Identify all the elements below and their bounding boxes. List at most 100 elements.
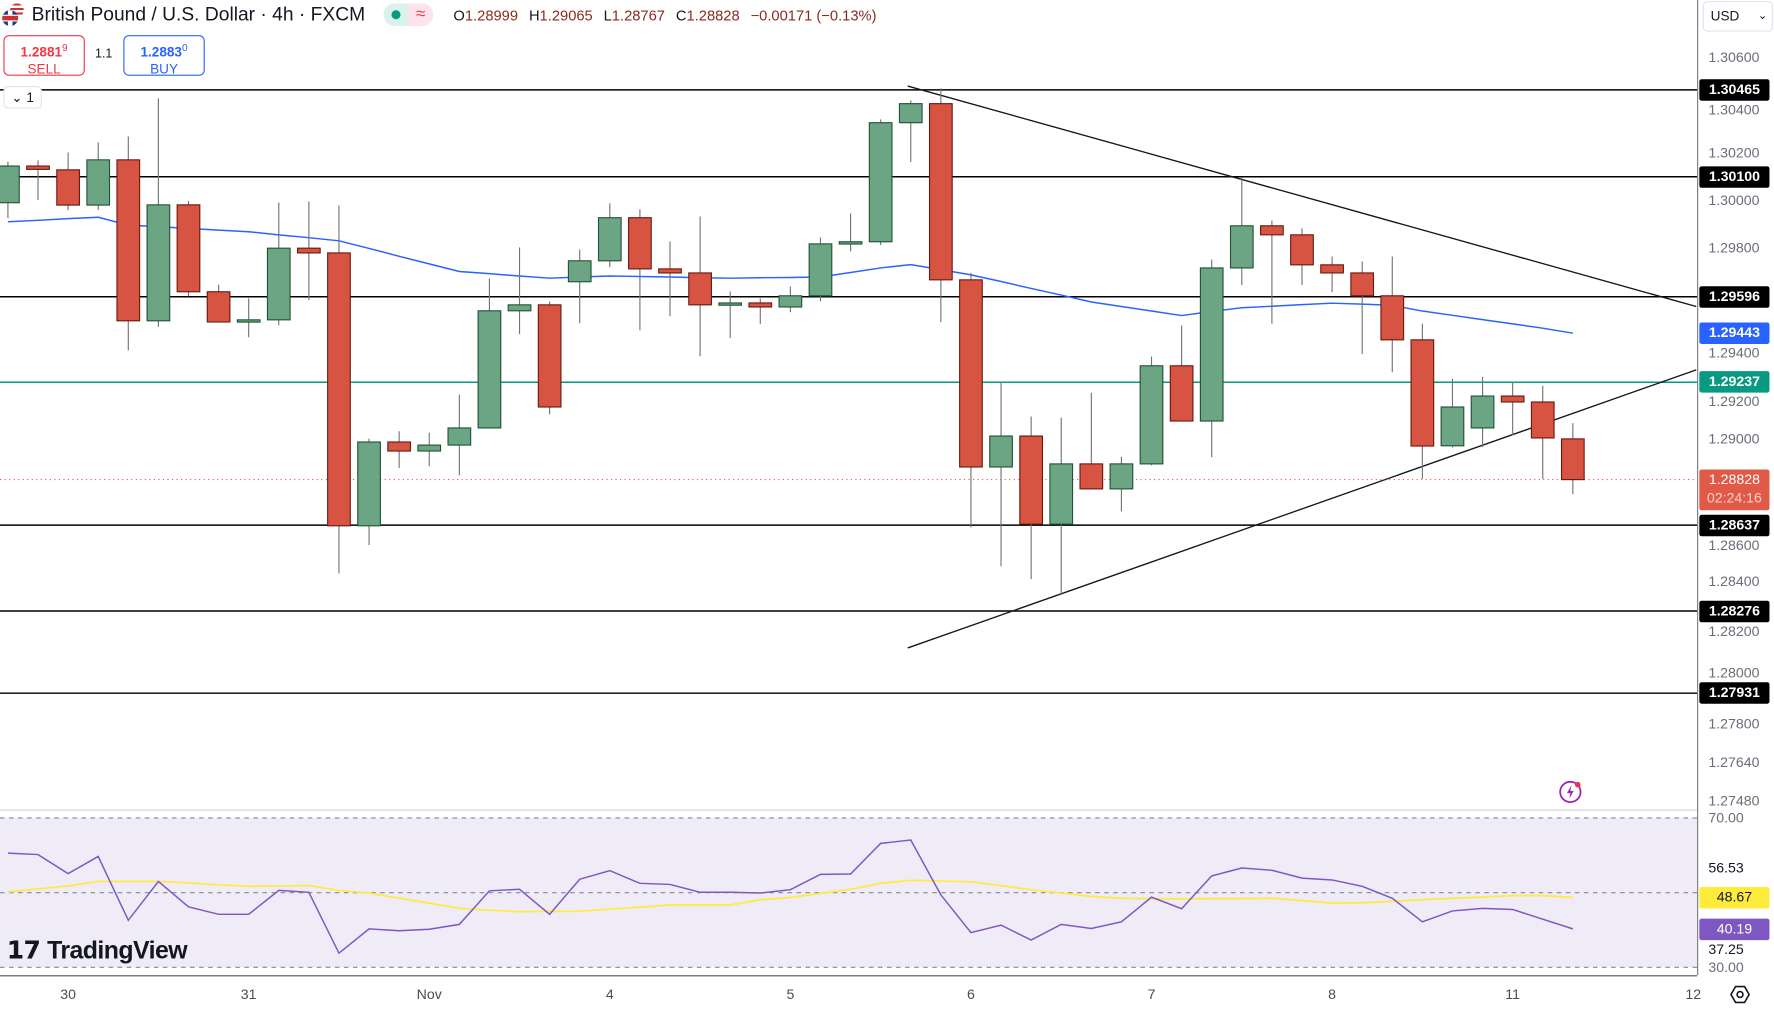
candle-body-up (808, 243, 833, 297)
current-price-value: 1.28828 (1708, 471, 1760, 488)
time-axis[interactable]: 30 31 Nov 4 5 6 7 8 11 12 (0, 975, 1701, 1010)
buy-price: 1.2883 (140, 44, 182, 60)
candle (296, 201, 321, 301)
buy-button[interactable]: 1.28830 BUY (123, 35, 205, 77)
candle (26, 160, 50, 201)
candle-body-down (1350, 272, 1375, 297)
spread-value: 1.1 (95, 47, 113, 62)
candle-body-up (236, 319, 261, 323)
rsi-tick-label: 70.00 (1708, 810, 1744, 826)
candle-body-up (1440, 406, 1465, 447)
level-price-label: 1.29596 (1699, 285, 1770, 308)
candle-body-down (1410, 339, 1435, 447)
rsi-value-label: 40.19 (1699, 918, 1770, 941)
change-value: −0.00171 (−0.13%) (750, 6, 877, 24)
time-tick-label: 11 (1505, 986, 1521, 1003)
candle (1440, 378, 1465, 448)
candle-body-down (387, 441, 412, 452)
candle-body-up (447, 427, 472, 446)
currency-selector[interactable]: USD ⌄ (1702, 1, 1773, 32)
chevron-down-icon: ⌄ (1757, 10, 1768, 23)
candle (1380, 256, 1405, 373)
candle-body-up (597, 217, 622, 262)
close-value: 1.28828 (686, 6, 740, 24)
candle (1079, 392, 1104, 490)
candle (1500, 382, 1525, 436)
rsi-tick-label: 56.53 (1708, 860, 1744, 877)
symbol-header: British Pound / U.S. Dollar · 4h · FXCM … (0, 0, 883, 29)
current-price-label: 1.28828 02:24:16 (1699, 469, 1770, 511)
candle (507, 247, 532, 335)
settings-icon[interactable] (1729, 983, 1752, 1006)
candle (116, 136, 141, 351)
logo-text: TradingView (47, 935, 188, 964)
candle (0, 161, 20, 219)
candle-body-up (507, 304, 532, 312)
time-tick-label: 31 (240, 986, 257, 1003)
price-tick-label: 1.28400 (1708, 573, 1760, 590)
candle (1139, 356, 1164, 466)
chart-canvas[interactable] (0, 0, 1698, 975)
data-delay-icon: ≈ (408, 3, 434, 27)
sell-button[interactable]: 1.28819 SELL (3, 35, 85, 77)
time-tick-label: Nov (416, 986, 442, 1003)
time-tick-label: 12 (1685, 986, 1702, 1003)
open-label: O (453, 6, 465, 24)
buy-price-pip: 0 (181, 41, 188, 54)
candle (1169, 325, 1194, 422)
trendline (907, 369, 1697, 649)
lightning-alert-icon[interactable] (1558, 780, 1583, 805)
candle (146, 98, 171, 327)
candle-body-up (838, 241, 863, 245)
rsi-ma-line (7, 879, 1573, 913)
candle (567, 249, 592, 324)
market-open-dot-icon (383, 3, 409, 27)
candle (928, 88, 953, 323)
candle-body-down (628, 217, 652, 270)
candle (959, 272, 983, 528)
moving-average-line (7, 216, 1573, 334)
rsi-line (7, 839, 1574, 955)
currency-value: USD (1710, 7, 1740, 24)
candle-body-down (1320, 264, 1344, 274)
price-tick-label: 1.27640 (1708, 754, 1760, 771)
candle (357, 438, 381, 546)
price-tick-label: 1.30200 (1708, 145, 1760, 161)
candle (1049, 417, 1074, 596)
price-tick-label: 1.30000 (1708, 192, 1760, 209)
collapse-legend-button[interactable]: ⌄ 1 (3, 85, 42, 109)
candle-body-down (296, 247, 321, 254)
candle-body-up (1229, 225, 1254, 269)
candle-body-down (327, 252, 351, 527)
open-value: 1.28999 (464, 6, 519, 24)
candle (327, 205, 351, 574)
candle-body-up (357, 441, 381, 527)
candle-body-up (567, 260, 592, 283)
candle-body-up (778, 295, 803, 308)
candle (898, 100, 923, 162)
time-tick-label: 30 (60, 986, 76, 1003)
market-status-pill[interactable]: ≈ (383, 3, 434, 27)
price-axis[interactable]: 1.30465 1.30100 1.29596 1.28637 1.28276 1.279… (1697, 0, 1774, 976)
candle (1019, 416, 1044, 580)
candle-body-up (1139, 365, 1164, 465)
price-tick-label: 1.29000 (1708, 430, 1760, 447)
main-pane (0, 85, 1698, 694)
tradingview-logo[interactable]: 𝟭𝟳 TradingView (7, 935, 188, 965)
candle (1350, 261, 1375, 355)
level-price-label: 1.27931 (1699, 682, 1770, 704)
rsi-tick-label: 37.25 (1708, 941, 1744, 957)
candle-body-down (116, 159, 141, 322)
candle (1530, 385, 1555, 480)
candle-body-down (56, 169, 80, 206)
chevron-down-icon: ⌄ (11, 89, 23, 106)
candle-body-up (477, 310, 502, 429)
candle (1109, 456, 1134, 512)
symbol-title[interactable]: British Pound / U.S. Dollar · 4h · FXCM (31, 3, 366, 25)
candle-body-up (1049, 463, 1074, 525)
collapse-count: 1 (26, 89, 34, 106)
price-tick-label: 1.30600 (1708, 49, 1760, 66)
time-tick-label: 4 (605, 986, 614, 1003)
candle (778, 286, 803, 313)
candle (537, 301, 562, 415)
